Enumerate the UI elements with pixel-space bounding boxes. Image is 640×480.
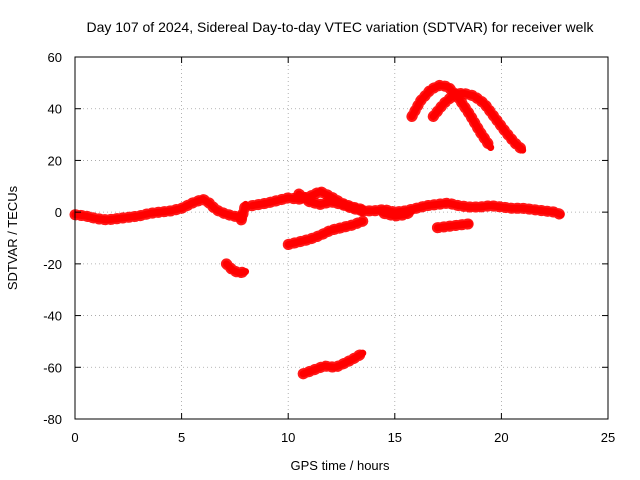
series-layer: [69, 79, 567, 380]
series-arc-mid-lower-markers: [293, 188, 369, 217]
y-tick-label: 40: [48, 102, 62, 117]
y-tick-label: -80: [43, 412, 62, 427]
x-tick-label: 15: [388, 430, 402, 445]
series-arc-minus60-markers: [297, 347, 369, 380]
y-tick-label: 20: [48, 153, 62, 168]
x-axis-label: GPS time / hours: [291, 458, 390, 473]
series-arc-late-lower-markers: [378, 205, 418, 222]
series-arc-dip-markers: [235, 198, 252, 226]
y-tick-label: 0: [55, 205, 62, 220]
series-arc-minus12-markers: [282, 215, 369, 250]
x-tick-label: 0: [71, 430, 78, 445]
y-tick-label: -20: [43, 257, 62, 272]
y-tick-label: -40: [43, 309, 62, 324]
x-tick-label: 10: [281, 430, 295, 445]
series-arc-main-markers: [69, 193, 247, 226]
x-tick-label: 25: [601, 430, 615, 445]
plot-frame: [74, 56, 609, 420]
series-arc-high-2-markers: [427, 87, 529, 156]
y-tick-label: 60: [48, 50, 62, 65]
x-tick-label: 20: [494, 430, 508, 445]
series-arc-minus5-markers: [431, 218, 475, 234]
chart-title: Day 107 of 2024, Sidereal Day-to-day VTE…: [86, 19, 594, 35]
ticks: 0 5 10 15 20 25 -80 -60 -40 -20 0 20 40 60: [43, 50, 615, 445]
y-tick-label: -60: [43, 360, 62, 375]
series-arc-minus22-markers: [220, 258, 252, 279]
series-arc-high-1-markers: [406, 79, 497, 153]
y-axis-label: SDTVAR / TECUs: [5, 185, 20, 290]
x-tick-label: 5: [178, 430, 185, 445]
